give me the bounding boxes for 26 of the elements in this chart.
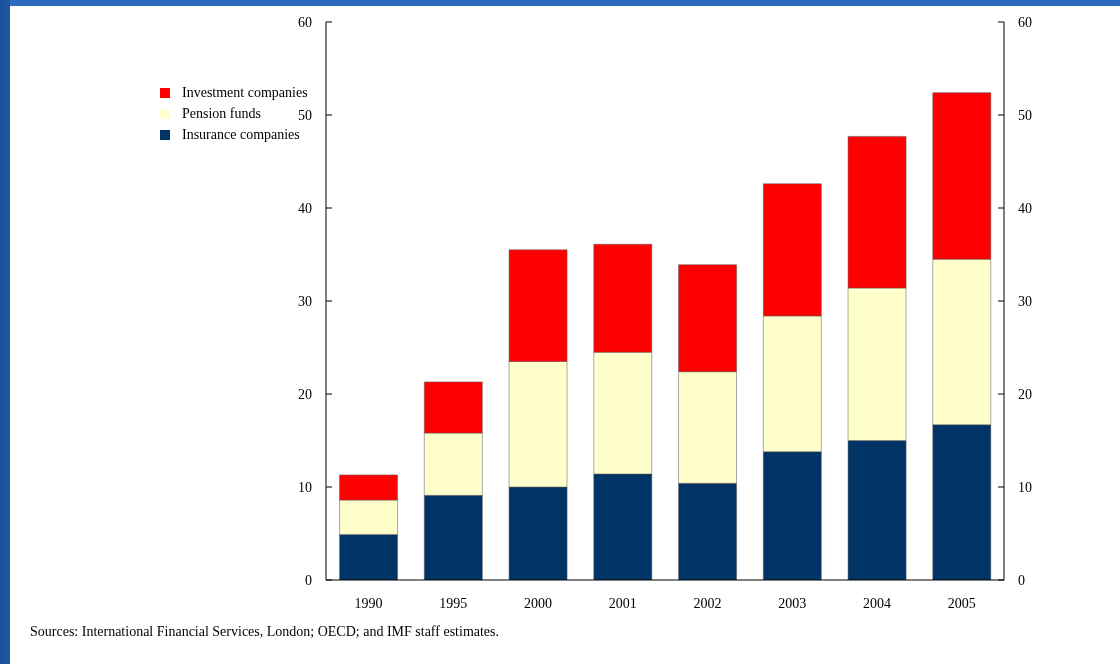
y-tick-label: 20 — [298, 386, 312, 402]
legend-label: Insurance companies — [182, 126, 300, 144]
y2-tick-label: 20 — [1018, 386, 1032, 402]
y-tick-label: 50 — [298, 107, 312, 123]
x-tick-label: 2000 — [523, 595, 552, 611]
y-tick-label: 60 — [298, 14, 312, 30]
source-note: Sources: International Financial Services, London; OECD; and IMF staff estimates. — [30, 624, 501, 640]
y2-tick-label: 50 — [1018, 107, 1032, 123]
x-tick-label: 2002 — [693, 595, 722, 611]
x-tick-label: 2005 — [947, 595, 976, 611]
y2-tick-label: 10 — [1018, 479, 1032, 495]
y-tick-label: 40 — [298, 200, 312, 216]
x-tick-label: 1990 — [354, 595, 383, 611]
legend-label: Pension funds — [182, 105, 261, 123]
x-tick-label: 2003 — [778, 595, 807, 611]
y2-tick-label: 40 — [1018, 200, 1032, 216]
legend-label: Investment companies — [182, 84, 308, 102]
x-tick-label: 2001 — [608, 595, 637, 611]
y2-tick-label: 30 — [1018, 293, 1032, 309]
x-tick-label: 1995 — [439, 595, 468, 611]
x-tick-label: 2004 — [862, 595, 891, 611]
y-tick-label: 10 — [298, 479, 312, 495]
y-tick-label: 30 — [298, 293, 312, 309]
y-tick-label: 0 — [305, 572, 312, 588]
y2-tick-label: 60 — [1018, 14, 1032, 30]
y2-tick-label: 0 — [1018, 572, 1025, 588]
